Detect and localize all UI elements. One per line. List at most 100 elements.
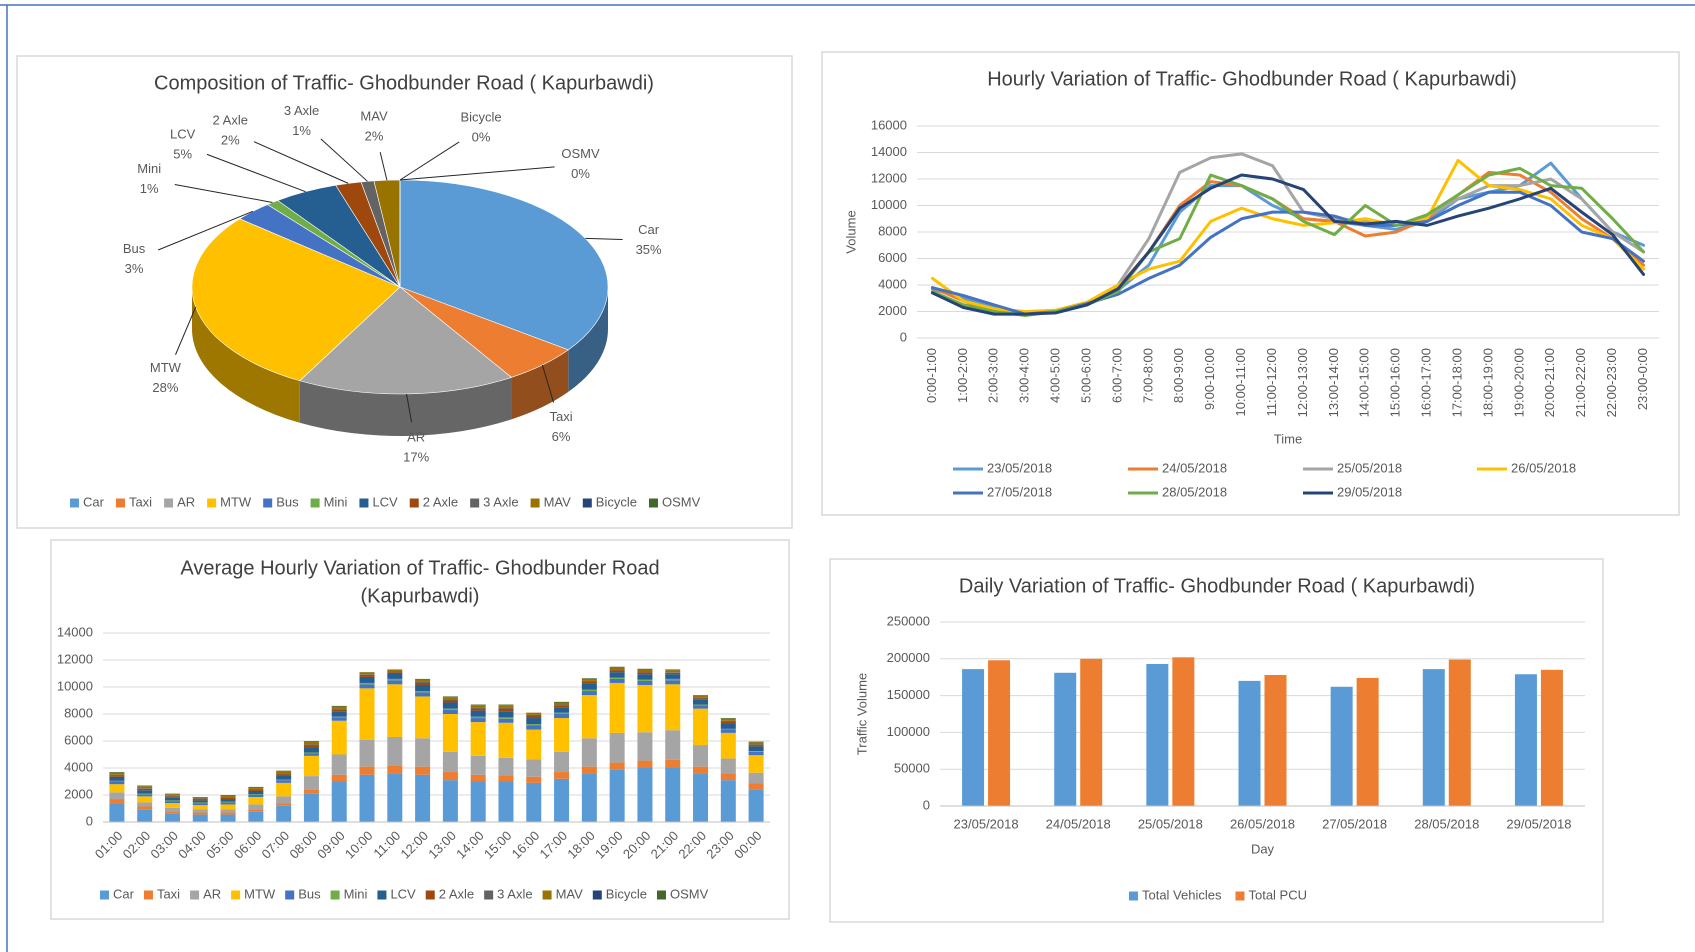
pie-slice	[191, 218, 401, 382]
bar-segment	[387, 678, 403, 681]
bar-segment	[637, 768, 653, 822]
y-tick-label: 12000	[871, 170, 907, 185]
slice-value-label: 1%	[292, 123, 311, 138]
bar-segment	[137, 806, 153, 810]
panel	[821, 51, 1680, 516]
x-tick-label: 6:00-7:00	[1109, 348, 1124, 403]
bar-segment	[665, 759, 681, 768]
series-line	[930, 173, 1646, 316]
legend-label: 23/05/2018	[987, 460, 1052, 475]
slice-label: AR	[407, 429, 425, 444]
leader-line	[253, 141, 349, 184]
x-tick-label: 14:00-15:00	[1357, 348, 1372, 417]
bar-segment	[442, 714, 458, 752]
legend-swatch	[190, 890, 200, 900]
bar-segment	[498, 722, 514, 758]
y-tick-label: 16000	[871, 117, 907, 132]
bar-segment	[498, 718, 514, 723]
bar-segment	[665, 684, 681, 731]
y-tick-label: 150000	[887, 687, 930, 702]
bar-segment	[748, 746, 764, 752]
legend-swatch	[100, 890, 109, 900]
legend-label: OSMV	[662, 494, 701, 509]
bar-segment	[415, 681, 431, 683]
bar-segment	[665, 672, 681, 673]
bar-segment	[359, 674, 375, 677]
bar-segment	[442, 699, 458, 701]
x-tick-label: 0:00-1:00	[924, 348, 939, 403]
bar	[1054, 672, 1077, 806]
bar-segment	[693, 708, 709, 746]
bar-segment	[359, 674, 375, 675]
bar-segment	[609, 670, 625, 673]
bar-segment	[442, 700, 458, 703]
slice-value-label: 2%	[365, 128, 384, 143]
bar-segment	[359, 676, 375, 683]
bar-segment	[720, 718, 736, 719]
bar-segment	[637, 668, 653, 670]
bar-segment	[693, 745, 709, 767]
bar-segment	[665, 670, 681, 673]
bar-segment	[526, 714, 542, 717]
x-tick-label: 7:00-8:00	[1140, 348, 1155, 403]
slice-label: OSMV	[561, 146, 600, 161]
bar-segment	[331, 716, 347, 718]
y-tick-label: 10000	[871, 197, 907, 212]
bar-segment	[387, 673, 403, 679]
bar-segment	[470, 716, 486, 719]
legend-swatch	[1128, 891, 1138, 901]
bar-segment	[693, 773, 709, 822]
bar-segment	[387, 671, 403, 673]
chart-title: Daily Variation of Traffic- Ghodbunder R…	[959, 575, 1475, 597]
bar-segment	[164, 793, 180, 795]
bar-segment	[137, 809, 153, 822]
bar-segment	[693, 704, 709, 706]
y-tick-label: 0	[923, 797, 930, 812]
bar	[988, 660, 1011, 806]
x-tick-label: 21:00-22:00	[1573, 348, 1588, 417]
y-tick-label: 10000	[57, 678, 93, 693]
bar-segment	[164, 794, 180, 796]
bar-segment	[248, 794, 264, 795]
series-line	[930, 158, 1646, 313]
slice-value-label: 3%	[125, 261, 144, 276]
bar-segment	[554, 772, 570, 779]
y-tick-label: 14000	[57, 624, 93, 639]
pie-side	[192, 287, 300, 423]
legend-label: Car	[83, 494, 105, 509]
bar-segment	[498, 711, 514, 718]
bar-segment	[137, 794, 153, 797]
bar-segment	[276, 796, 292, 804]
bar-segment	[442, 780, 458, 822]
legend-label: Mini	[324, 494, 348, 509]
bar-segment	[415, 774, 431, 822]
bar	[1422, 669, 1445, 806]
bar-segment	[581, 680, 597, 682]
x-axis-title: Day	[1251, 841, 1275, 856]
bar-segment	[526, 759, 542, 777]
bar-segment	[470, 707, 486, 709]
bar-segment	[359, 739, 375, 767]
bar-segment	[331, 705, 347, 707]
bar-segment	[665, 680, 681, 685]
leader-line	[399, 166, 555, 181]
legend-label: AR	[203, 886, 221, 901]
bar-segment	[164, 813, 180, 822]
bar-segment	[387, 672, 403, 674]
slice-label: MAV	[360, 108, 388, 123]
legend-label: 29/05/2018	[1337, 484, 1402, 499]
bar-segment	[109, 780, 125, 782]
legend: Car Taxi AR MTW Bus Mini LCV 2 Axle 3 Axle MAV Bic…	[70, 494, 701, 509]
leader-line	[585, 237, 623, 241]
bar-segment	[720, 729, 736, 733]
bar-segment	[331, 781, 347, 822]
legend-swatch	[377, 890, 387, 900]
y-tick-label: 4000	[878, 276, 907, 291]
bar-segment	[192, 814, 208, 822]
bar-segment	[415, 691, 431, 693]
bar-segment	[303, 789, 319, 794]
x-tick-label: 1:00-2:00	[955, 348, 970, 403]
bar-segment	[665, 674, 681, 679]
bar-segment	[720, 720, 736, 722]
